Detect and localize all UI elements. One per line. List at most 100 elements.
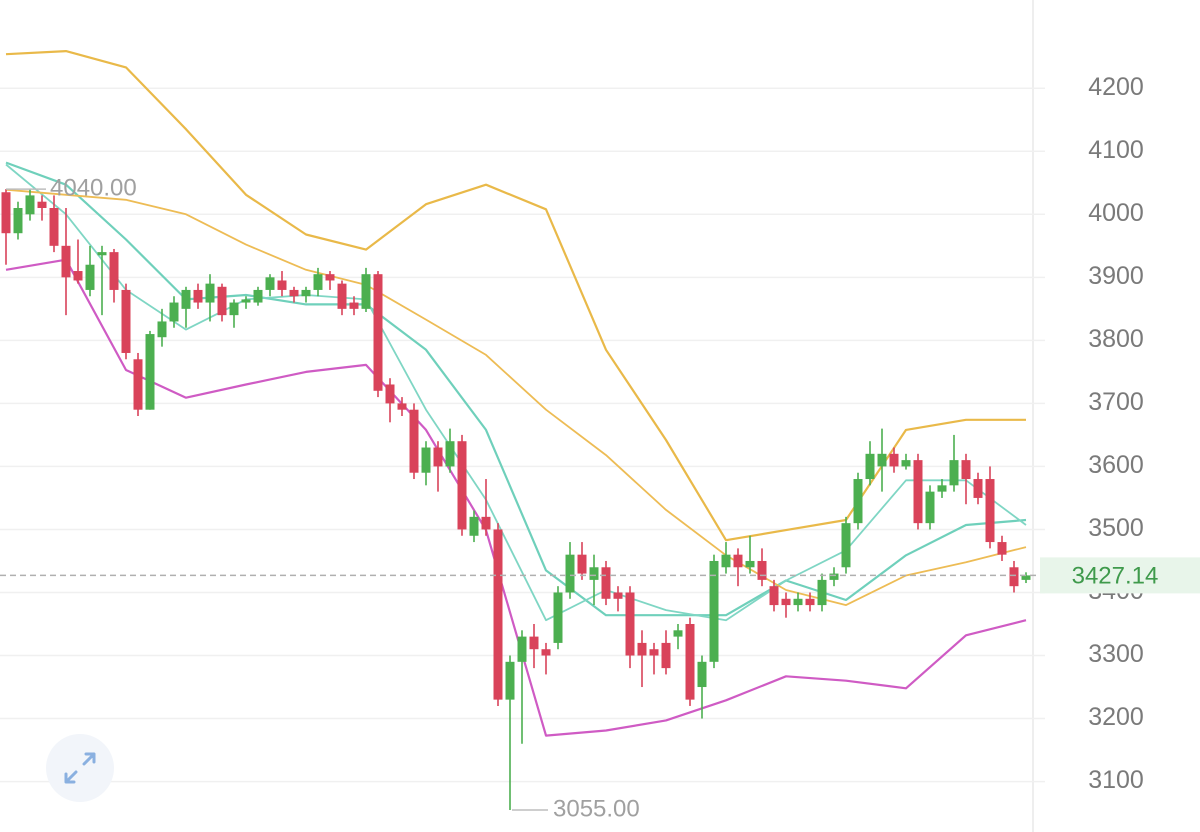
candle-body	[73, 271, 83, 281]
candle-body	[589, 567, 599, 580]
candles	[1, 189, 1031, 810]
candle-body	[229, 302, 239, 316]
candle-body	[469, 516, 479, 536]
candle-body	[805, 598, 815, 606]
candle-body	[649, 649, 659, 656]
candle-body	[985, 479, 995, 543]
candle-body	[781, 598, 791, 606]
y-tick-label: 3900	[1088, 262, 1144, 290]
candle-body	[529, 636, 539, 650]
candle-body	[385, 384, 395, 404]
candle-body	[541, 649, 551, 656]
candle-body	[397, 403, 407, 410]
max-label: 4040.00	[50, 174, 137, 201]
candle-body	[97, 252, 107, 256]
y-tick-label: 3700	[1088, 388, 1144, 416]
y-tick-label: 4200	[1088, 73, 1144, 101]
candle-body	[925, 491, 935, 524]
candle-body	[865, 453, 875, 480]
candle-body	[301, 289, 311, 297]
candle-body	[37, 201, 47, 208]
candle-body	[997, 542, 1007, 555]
candle-body	[205, 283, 215, 303]
candle-body	[373, 274, 383, 391]
indicator-lines	[5, 50, 1027, 737]
min-label: 3055.00	[553, 795, 640, 822]
current-price-box	[1040, 557, 1200, 594]
indicator-line	[5, 258, 1027, 737]
candle-body	[697, 661, 707, 688]
y-tick-label: 3800	[1088, 325, 1144, 353]
candle-body	[265, 277, 275, 290]
candle-body	[169, 302, 179, 322]
candle-body	[625, 592, 635, 656]
y-tick-label: 3500	[1088, 514, 1144, 542]
current-price-label: 3427.14	[1072, 563, 1159, 590]
candle-body	[577, 554, 587, 574]
candle-body	[1021, 575, 1031, 580]
candle-body	[481, 516, 491, 530]
candle-body	[565, 554, 575, 593]
indicator-line	[5, 188, 1027, 606]
candle-body	[433, 447, 443, 467]
candle-body	[157, 321, 167, 338]
candle-body	[601, 567, 611, 599]
candle-body	[493, 529, 503, 700]
candle-body	[769, 586, 779, 606]
candle-body	[61, 245, 71, 278]
candle-body	[661, 642, 671, 669]
candle-body	[913, 460, 923, 524]
indicator-line	[5, 161, 1027, 617]
candle-body	[685, 624, 695, 700]
candle-body	[901, 460, 911, 467]
grid: 3100320033003400350036003700380039004000…	[0, 73, 1144, 794]
candle-body	[181, 289, 191, 309]
candle-body	[505, 661, 515, 700]
candle-body	[709, 560, 719, 662]
candle-body	[349, 302, 359, 309]
y-tick-label: 3600	[1088, 451, 1144, 479]
candle-body	[733, 554, 743, 568]
candle-body	[673, 630, 683, 637]
candle-body	[121, 289, 131, 353]
candle-body	[817, 579, 827, 606]
candle-body	[193, 289, 203, 303]
candle-body	[217, 286, 227, 316]
candle-body	[289, 289, 299, 297]
candle-body	[133, 359, 143, 410]
candle-body	[745, 560, 755, 568]
candle-body	[1009, 567, 1019, 587]
candle-body	[253, 289, 263, 303]
candle-body	[457, 441, 467, 530]
candle-body	[721, 554, 731, 568]
y-tick-label: 4000	[1088, 199, 1144, 227]
candle-body	[613, 592, 623, 599]
candle-body	[889, 453, 899, 467]
expand-button[interactable]	[46, 734, 114, 802]
candle-body	[421, 447, 431, 473]
candle-body	[313, 274, 323, 290]
candle-body	[49, 208, 59, 246]
candle-body	[637, 642, 647, 656]
candle-body	[325, 274, 335, 281]
candle-body	[853, 479, 863, 524]
candle-body	[241, 299, 251, 303]
candle-body	[337, 283, 347, 309]
candle-body	[361, 274, 371, 309]
y-tick-label: 3100	[1088, 766, 1144, 794]
candle-body	[277, 280, 287, 290]
indicator-line	[5, 163, 1027, 622]
candle-body	[517, 636, 527, 662]
candle-body	[877, 453, 887, 467]
candle-body	[757, 560, 767, 580]
candle-body	[445, 441, 455, 467]
candle-body	[109, 252, 119, 290]
candle-body	[949, 460, 959, 486]
candle-body	[25, 195, 35, 215]
candle-body	[1, 192, 11, 234]
candle-body	[553, 592, 563, 643]
annotations: 3427.14 4040.00 3055.00	[0, 174, 1200, 822]
candle-body	[961, 460, 971, 480]
